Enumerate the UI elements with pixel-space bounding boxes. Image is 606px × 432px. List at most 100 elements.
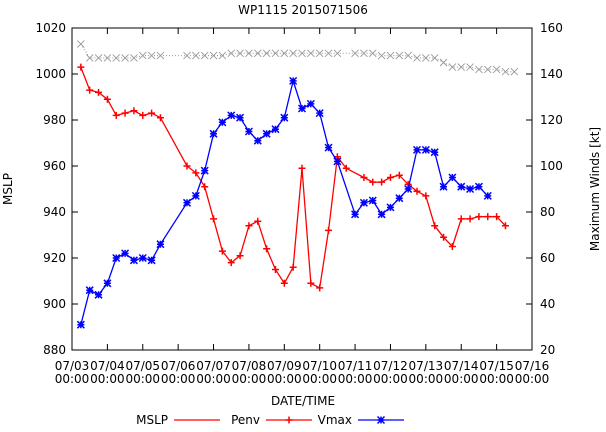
x-tick-label: 07/08 00:00 <box>232 359 267 386</box>
series-point-vmax <box>359 198 368 207</box>
x-tick-label: 07/06 00:00 <box>161 359 196 386</box>
series-point-penv <box>201 183 209 191</box>
y-left-tick-label: 960 <box>43 159 66 173</box>
x-tick-label-time: 00:00 <box>373 372 408 386</box>
series-point-series <box>227 49 236 58</box>
x-tick-label-time: 00:00 <box>90 372 125 386</box>
series-point-vmax <box>395 194 404 203</box>
y-right-tick-label: 140 <box>540 67 563 81</box>
series-point-penv <box>501 222 509 230</box>
series-point-series <box>77 40 85 48</box>
series-point-series <box>492 65 501 74</box>
series-point-series <box>271 49 280 58</box>
series-point-penv <box>457 215 465 223</box>
series-point-vmax <box>147 256 156 265</box>
x-tick-label-date: 07/04 <box>90 359 125 373</box>
y-right-tick-label: 60 <box>540 251 555 265</box>
series-point-series <box>94 54 103 62</box>
series-point-series <box>307 49 315 58</box>
series-point-penv <box>280 279 288 287</box>
series-point-series <box>448 63 457 71</box>
x-tick-label-date: 07/10 <box>302 359 337 373</box>
x-tick-label-time: 00:00 <box>302 372 337 386</box>
series-point-series <box>112 54 121 62</box>
x-tick-label-time: 00:00 <box>409 372 444 386</box>
series-point-vmax <box>94 290 103 299</box>
series-point-penv <box>413 187 421 195</box>
y-left-tick-label: 920 <box>43 251 66 265</box>
series-point-vmax <box>430 148 439 157</box>
legend-label: MSLP <box>136 413 168 427</box>
series-point-vmax <box>280 113 289 122</box>
series-point-series <box>439 58 448 67</box>
series-point-penv <box>77 63 85 71</box>
y-left-tick-label: 880 <box>43 343 66 357</box>
plot-frame <box>71 27 533 351</box>
series-point-penv <box>263 245 271 253</box>
series-point-series <box>475 65 483 74</box>
series-point-series <box>192 51 200 60</box>
series-point-penv <box>192 169 200 177</box>
series-point-penv <box>95 88 103 96</box>
series-point-vmax <box>262 129 271 138</box>
x-tick-label: 07/14 00:00 <box>444 359 479 386</box>
series-point-vmax <box>227 111 236 120</box>
x-tick-label: 07/16 00:00 <box>515 359 550 386</box>
series-point-series <box>103 54 112 62</box>
x-tick-label: 07/05 00:00 <box>125 359 160 386</box>
series-point-series <box>457 63 466 71</box>
series-point-vmax <box>368 196 377 205</box>
series-point-vmax <box>244 127 253 136</box>
series-point-vmax <box>182 198 192 207</box>
series-point-vmax <box>156 240 165 249</box>
y-right-tick-label: 120 <box>540 113 563 127</box>
series-point-penv <box>271 266 279 273</box>
series-point-penv <box>121 109 129 117</box>
series-point-vmax <box>112 253 121 263</box>
series-point-vmax <box>377 210 386 219</box>
series-point-penv <box>183 162 191 170</box>
series-point-penv <box>245 222 253 230</box>
y-right-tick-label: 20 <box>540 343 555 357</box>
series-point-vmax <box>121 249 130 258</box>
series-point-penv <box>307 279 315 287</box>
series-point-series <box>262 49 271 58</box>
series-point-series <box>466 63 474 71</box>
x-tick-label-time: 00:00 <box>338 372 373 386</box>
series-line-penv <box>80 66 506 289</box>
series-line-series <box>80 43 515 73</box>
x-tick-label: 07/04 00:00 <box>90 359 125 386</box>
series-point-vmax <box>103 279 112 288</box>
series-point-series <box>298 49 306 58</box>
series-point-penv <box>103 95 111 103</box>
y-right-tick-label: 40 <box>540 297 555 311</box>
x-tick-label-date: 07/15 <box>479 359 514 373</box>
series-point-penv <box>448 243 456 250</box>
series-point-vmax <box>333 157 342 166</box>
series-point-penv <box>139 111 147 119</box>
series-point-penv <box>148 109 156 117</box>
series-point-penv <box>210 215 218 223</box>
series-point-penv <box>112 111 120 119</box>
series-point-penv <box>156 114 164 122</box>
x-tick-label-date: 07/11 <box>338 359 373 373</box>
x-tick-label-time: 00:00 <box>232 372 267 386</box>
x-tick-label-date: 07/13 <box>409 359 444 373</box>
x-tick-label-time: 00:00 <box>479 372 514 386</box>
y-left-tick-label: 1020 <box>35 21 66 35</box>
x-tick-label-time: 00:00 <box>125 372 160 386</box>
series-point-vmax <box>297 104 307 113</box>
series-point-series <box>333 49 342 58</box>
x-tick-label-time: 00:00 <box>515 372 550 386</box>
series-point-vmax <box>315 109 324 118</box>
series-point-series <box>289 49 297 58</box>
series-point-penv <box>289 263 297 271</box>
series-point-penv <box>325 226 333 234</box>
legend-swatch-marker <box>376 415 386 425</box>
x-tick-label: 07/07 00:00 <box>196 359 231 386</box>
series-point-series <box>121 54 129 62</box>
x-tick-label: 07/09 00:00 <box>267 359 302 386</box>
series-point-penv <box>466 215 474 223</box>
series-point-series <box>236 49 244 58</box>
